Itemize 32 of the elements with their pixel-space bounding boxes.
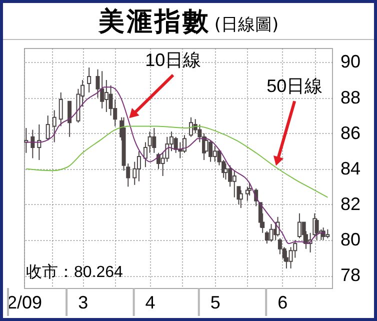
candlestick (87, 67, 92, 93)
candlestick (212, 145, 217, 162)
candlestick (148, 131, 152, 154)
candlestick (232, 170, 236, 198)
chart-subtitle: (日線圖) (214, 15, 279, 35)
x-tick-label: 3 (78, 292, 88, 312)
candlestick (238, 190, 243, 208)
y-tick-label: 82 (340, 194, 361, 214)
chart-title: 美滙指數 (98, 7, 210, 37)
x-tick-label: 4 (145, 292, 156, 312)
candlestick (245, 186, 250, 202)
candlestick (143, 142, 148, 168)
y-tick-label: 84 (340, 158, 361, 178)
x-tick-label: 2/09 (6, 292, 42, 312)
candlestick (136, 150, 141, 182)
y-tick-label: 78 (340, 265, 361, 286)
y-tick-label: 90 (340, 52, 361, 72)
y-tick-label: 80 (340, 230, 361, 250)
candlestick (276, 216, 280, 237)
y-tick-label: 88 (340, 87, 361, 108)
x-tick-label: 5 (210, 292, 220, 312)
candlestick (224, 163, 228, 180)
candlestick (189, 116, 194, 138)
candlestick (269, 224, 274, 242)
x-tick-label: 6 (278, 292, 288, 312)
annotation: 收市：80.264 (26, 263, 124, 281)
candlestick (314, 218, 319, 240)
candlestick (96, 68, 100, 98)
annotation: 10日線 (145, 50, 202, 70)
candlestick (152, 128, 156, 154)
y-tick-label: 86 (340, 122, 361, 143)
annotation: 50日線 (266, 76, 323, 96)
